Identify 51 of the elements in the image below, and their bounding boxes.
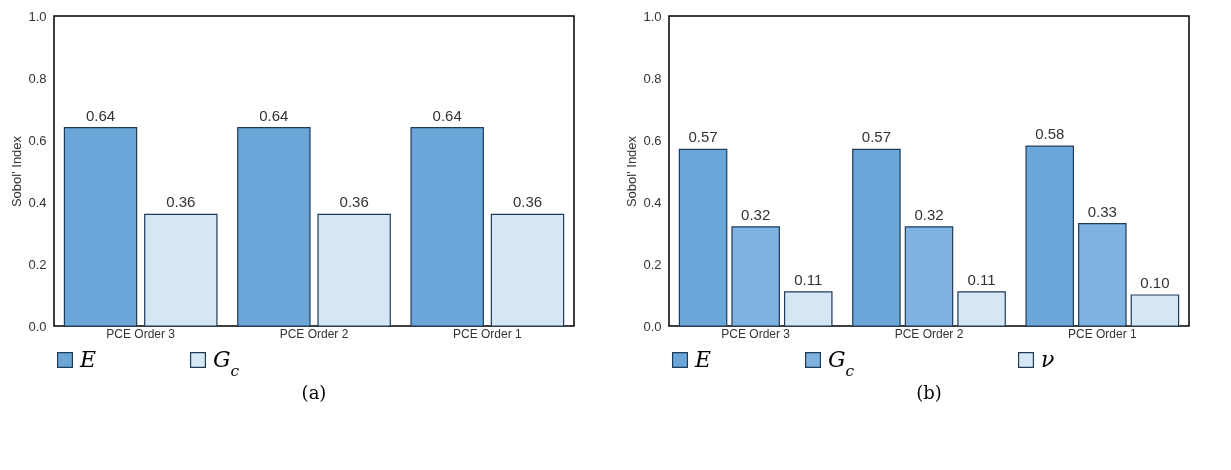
- y-tick-label: 1.0: [28, 8, 47, 24]
- x-tick-label: PCE Order 3: [721, 326, 791, 341]
- y-tick-label: 0.6: [643, 132, 662, 148]
- data-label: 0.64: [259, 106, 289, 124]
- bar: [957, 291, 1006, 327]
- y-tick-label: 0.0: [643, 318, 662, 334]
- data-label: 0.57: [861, 128, 891, 146]
- data-label: 0.32: [741, 205, 771, 223]
- bar: [904, 226, 954, 327]
- bar: [1078, 223, 1127, 327]
- data-label: 0.58: [1035, 125, 1065, 143]
- data-label: 0.36: [512, 193, 543, 211]
- y-tick-label: 0.6: [28, 132, 47, 148]
- text: (b): [916, 382, 942, 403]
- y-axis-title: Sobol' Index: [9, 135, 25, 208]
- x-tick-label: PCE Order 1: [452, 326, 522, 341]
- data-label: 0.36: [339, 193, 369, 211]
- y-tick-label: 0.2: [643, 256, 662, 272]
- data-label: 0.57: [688, 128, 718, 146]
- text: (a): [301, 382, 327, 403]
- y-axis-title: Sobol' Index: [624, 135, 640, 208]
- y-tick-label: 0.2: [28, 256, 47, 272]
- legend-label: G$_{c}$: [828, 347, 855, 380]
- data-label: 0.64: [432, 106, 462, 124]
- x-tick-label: PCE Order 2: [894, 326, 964, 341]
- y-tick-label: 0.4: [643, 194, 662, 210]
- y-tick-label: 0.8: [28, 70, 47, 86]
- y-tick-label: 1.0: [643, 8, 662, 24]
- legend-label: ν: [1041, 347, 1055, 372]
- x-tick-label: PCE Order 1: [1067, 326, 1137, 341]
- data-label: 0.64: [85, 106, 116, 124]
- x-tick-label: PCE Order 2: [279, 326, 349, 341]
- bar: [678, 148, 728, 327]
- data-label: 0.33: [1087, 202, 1117, 220]
- y-tick-label: 0.4: [28, 194, 47, 210]
- data-label: 0.10: [1140, 274, 1170, 291]
- bar: [731, 226, 780, 327]
- data-label: 0.36: [166, 193, 196, 211]
- data-label: 0.32: [914, 205, 944, 223]
- bar: [784, 291, 833, 327]
- data-label: 0.11: [967, 270, 996, 288]
- bar: [852, 148, 901, 327]
- legend-label: E: [694, 347, 712, 372]
- x-tick-label: PCE Order 3: [106, 326, 176, 341]
- y-tick-label: 0.8: [643, 70, 662, 86]
- legend-label: G$_{c}$: [213, 347, 240, 380]
- bar: [1025, 145, 1074, 327]
- legend-label: E: [79, 347, 97, 372]
- y-tick-label: 0.0: [28, 318, 47, 334]
- data-label: 0.11: [794, 270, 823, 288]
- bar: [1130, 294, 1180, 327]
